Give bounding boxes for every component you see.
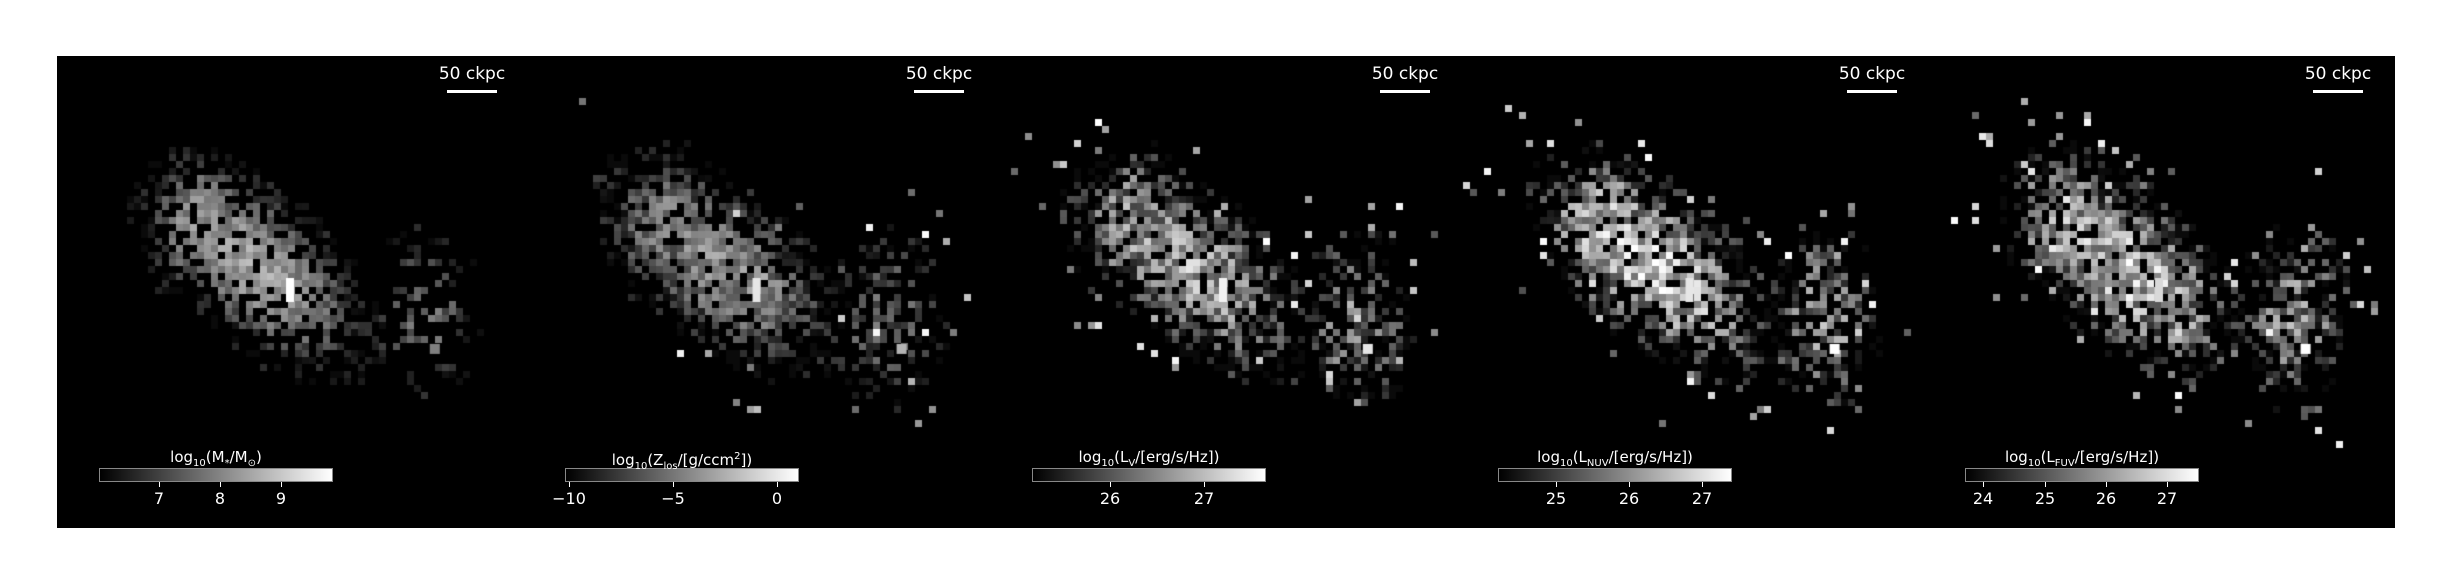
- colorbar-gradient: [1498, 468, 1732, 482]
- colorbar-tick: 27: [2147, 482, 2187, 508]
- metallicity-panel: 50 ckpc log10(Zlos/[g/ccm2]) −10 −5 0: [523, 56, 990, 528]
- v-band-map: [990, 56, 1456, 528]
- colorbar-gradient: [99, 468, 333, 482]
- colorbar-tick: 27: [1184, 482, 1224, 508]
- colorbar-tick: −5: [653, 482, 693, 508]
- scale-bar: 50 ckpc: [2293, 64, 2383, 93]
- scale-bar-label: 50 ckpc: [905, 64, 973, 84]
- colorbar-title: log10(LFUV/[erg/s/Hz]): [2004, 448, 2160, 469]
- scale-bar-label: 50 ckpc: [2304, 64, 2372, 84]
- scale-bar-line: [914, 90, 964, 93]
- colorbar-tick: 26: [1090, 482, 1130, 508]
- colorbar: log10(LV/[erg/s/Hz]) 26 27: [1032, 446, 1266, 508]
- colorbar: log10(LFUV/[erg/s/Hz]) 24 25 26 27: [1965, 446, 2199, 508]
- scale-bar: 50 ckpc: [427, 64, 517, 93]
- scale-bar-line: [1847, 90, 1897, 93]
- scale-bar-line: [2313, 90, 2363, 93]
- v-band-panel: 50 ckpc log10(LV/[erg/s/Hz]) 26 27: [990, 56, 1456, 528]
- fuv-map: [1923, 56, 2395, 528]
- colorbar-gradient: [565, 468, 799, 482]
- colorbar-tick: 24: [1963, 482, 2003, 508]
- fuv-panel: 50 ckpc log10(LFUV/[erg/s/Hz]) 24 25 26 …: [1923, 56, 2395, 528]
- colorbar-gradient: [1032, 468, 1266, 482]
- colorbar: log10(Zlos/[g/ccm2]) −10 −5 0: [552, 446, 799, 508]
- colorbar-title: log10(M*/M⊙): [170, 448, 262, 469]
- nuv-panel: 50 ckpc log10(LNUV/[erg/s/Hz]) 25 26 27: [1456, 56, 1923, 528]
- colorbar-tick: 25: [2025, 482, 2065, 508]
- colorbar-title: log10(LNUV/[erg/s/Hz]): [1537, 448, 1693, 469]
- scale-bar: 50 ckpc: [1360, 64, 1450, 93]
- stellar-mass-map: [57, 56, 523, 528]
- colorbar-tick: 26: [1609, 482, 1649, 508]
- colorbar-tick: 0: [757, 482, 797, 508]
- scale-bar-line: [1380, 90, 1430, 93]
- colorbar: log10(M*/M⊙) 7 8 9: [99, 446, 333, 508]
- colorbar-tick: 25: [1536, 482, 1576, 508]
- stellar-mass-panel: 50 ckpc log10(M*/M⊙) 7 8 9: [57, 56, 523, 528]
- scale-bar-label: 50 ckpc: [438, 64, 506, 84]
- colorbar-tick: 7: [139, 482, 179, 508]
- colorbar-gradient: [1965, 468, 2199, 482]
- colorbar-tick: 8: [200, 482, 240, 508]
- scale-bar: 50 ckpc: [1827, 64, 1917, 93]
- colorbar-tick: 9: [261, 482, 301, 508]
- scale-bar-line: [447, 90, 497, 93]
- colorbar: log10(LNUV/[erg/s/Hz]) 25 26 27: [1498, 446, 1732, 508]
- nuv-map: [1456, 56, 1923, 528]
- colorbar-title: log10(Zlos/[g/ccm2]): [611, 451, 753, 472]
- scale-bar-label: 50 ckpc: [1838, 64, 1906, 84]
- colorbar-tick: −10: [549, 482, 589, 508]
- colorbar-title: log10(LV/[erg/s/Hz]): [1078, 448, 1220, 469]
- image-strip: 50 ckpc log10(M*/M⊙) 7 8 9 50 ckpc log10…: [57, 56, 2395, 528]
- metallicity-map: [523, 56, 990, 528]
- colorbar-tick: 26: [2086, 482, 2126, 508]
- colorbar-tick: 27: [1682, 482, 1722, 508]
- scale-bar: 50 ckpc: [894, 64, 984, 93]
- scale-bar-label: 50 ckpc: [1371, 64, 1439, 84]
